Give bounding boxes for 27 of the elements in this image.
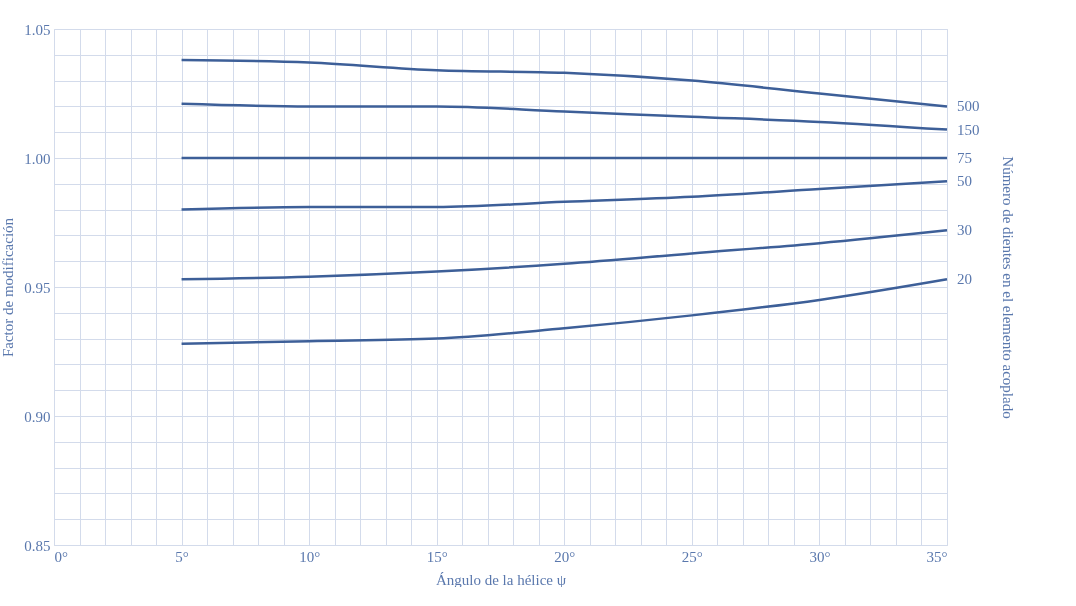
series-label: 150 [957, 121, 980, 138]
y-tick-label: 0.90 [24, 408, 51, 425]
y-tick-label: 0.85 [24, 537, 51, 554]
series-label: 30 [957, 222, 972, 239]
x-tick-label: 15° [426, 548, 448, 565]
series-label: 20 [957, 271, 972, 288]
series-label: 500 [957, 98, 980, 115]
line-series [180, 228, 949, 281]
line-series [180, 179, 949, 211]
series-label: 50 [957, 173, 972, 190]
line-series [180, 102, 949, 131]
series-label: 75 [957, 150, 972, 166]
y-tick-label: 0.95 [24, 279, 51, 296]
y-tick-label: 1.05 [24, 21, 51, 38]
line-series [180, 58, 949, 108]
x-tick-label: 5° [175, 548, 189, 565]
x-tick-label: 25° [681, 548, 703, 565]
x-tick-label: 10° [299, 548, 321, 565]
y-tick-label: 1.00 [24, 150, 51, 167]
y2-axis-title: Número de dientes en el elemento acoplado [999, 156, 1016, 419]
x-tick-label: 30° [809, 548, 831, 565]
x-tick-label: 20° [554, 548, 576, 565]
line-series [180, 278, 949, 346]
x-tick-label: 0° [54, 548, 68, 565]
x-axis-title: Ángulo de la hélice ψ [435, 571, 567, 588]
y-axis-title: Factor de modificación [0, 217, 17, 358]
x-tick-label: 35° [926, 548, 948, 565]
